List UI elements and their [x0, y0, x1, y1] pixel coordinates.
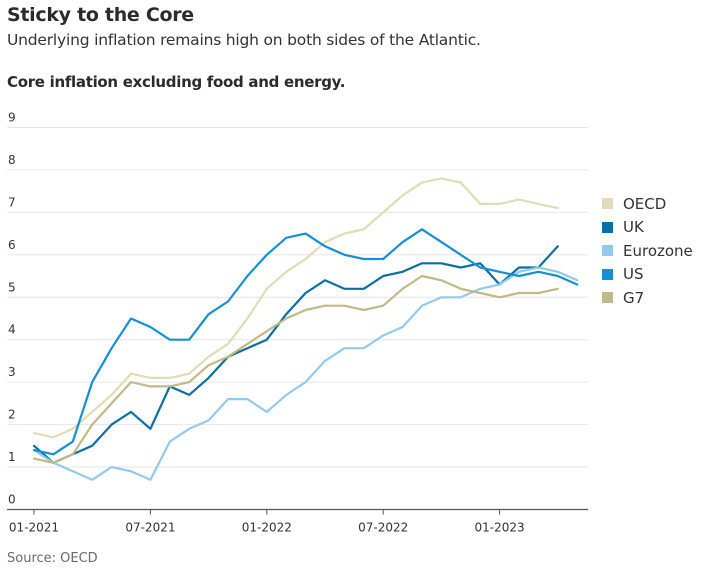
legend-item-eurozone: Eurozone [602, 239, 693, 263]
x-axis: 01-2021 07-2021 01-2022 07-2022 01-2023 [7, 508, 588, 535]
series-line-eurozone [32, 266, 579, 481]
series-lines [32, 177, 579, 481]
page-subtitle: Underlying inflation remains high on bot… [7, 31, 481, 49]
legend-swatch [602, 198, 613, 210]
legend-label: G7 [623, 288, 645, 307]
x-tick-label: 01-2022 [242, 521, 292, 535]
y-tick-label: 7 [8, 195, 16, 209]
legend-item-g7: G7 [602, 286, 693, 310]
y-tick-label: 1 [8, 450, 16, 464]
legend-label: UK [623, 218, 644, 237]
legend: OECD UK Eurozone US G7 [602, 192, 693, 310]
source-note: Source: OECD [7, 551, 98, 566]
legend-swatch [602, 245, 613, 257]
x-tick-label: 01-2023 [475, 521, 525, 535]
y-tick-label: 5 [8, 280, 16, 294]
gridlines [7, 126, 588, 468]
legend-item-us: US [602, 263, 693, 287]
x-tick-label: 07-2022 [358, 521, 408, 535]
chart-title: Core inflation excluding food and energy… [7, 73, 346, 91]
series-line-g7 [32, 274, 559, 464]
y-tick-label: 2 [8, 408, 16, 422]
y-tick-label: 3 [8, 365, 16, 379]
y-tick-label: 0 [8, 493, 16, 507]
legend-item-uk: UK [602, 216, 693, 240]
series-line-uk [32, 245, 559, 464]
y-tick-label: 8 [8, 153, 16, 167]
y-tick-label: 9 [8, 110, 16, 124]
legend-item-oecd: OECD [602, 192, 693, 216]
series-line-us [32, 228, 579, 456]
x-tick-label: 07-2021 [125, 521, 175, 535]
y-tick-label: 4 [8, 323, 16, 337]
legend-label: Eurozone [623, 241, 693, 260]
y-axis-labels: 0 1 2 3 4 5 6 7 8 9 [8, 110, 16, 506]
legend-swatch [602, 221, 613, 233]
legend-swatch [602, 268, 613, 280]
y-tick-label: 6 [8, 238, 16, 252]
x-tick-label: 01-2021 [9, 521, 59, 535]
legend-label: US [623, 265, 644, 284]
series-line-oecd [32, 177, 559, 439]
legend-label: OECD [623, 194, 667, 213]
page-title: Sticky to the Core [7, 4, 194, 26]
legend-swatch [602, 292, 613, 304]
